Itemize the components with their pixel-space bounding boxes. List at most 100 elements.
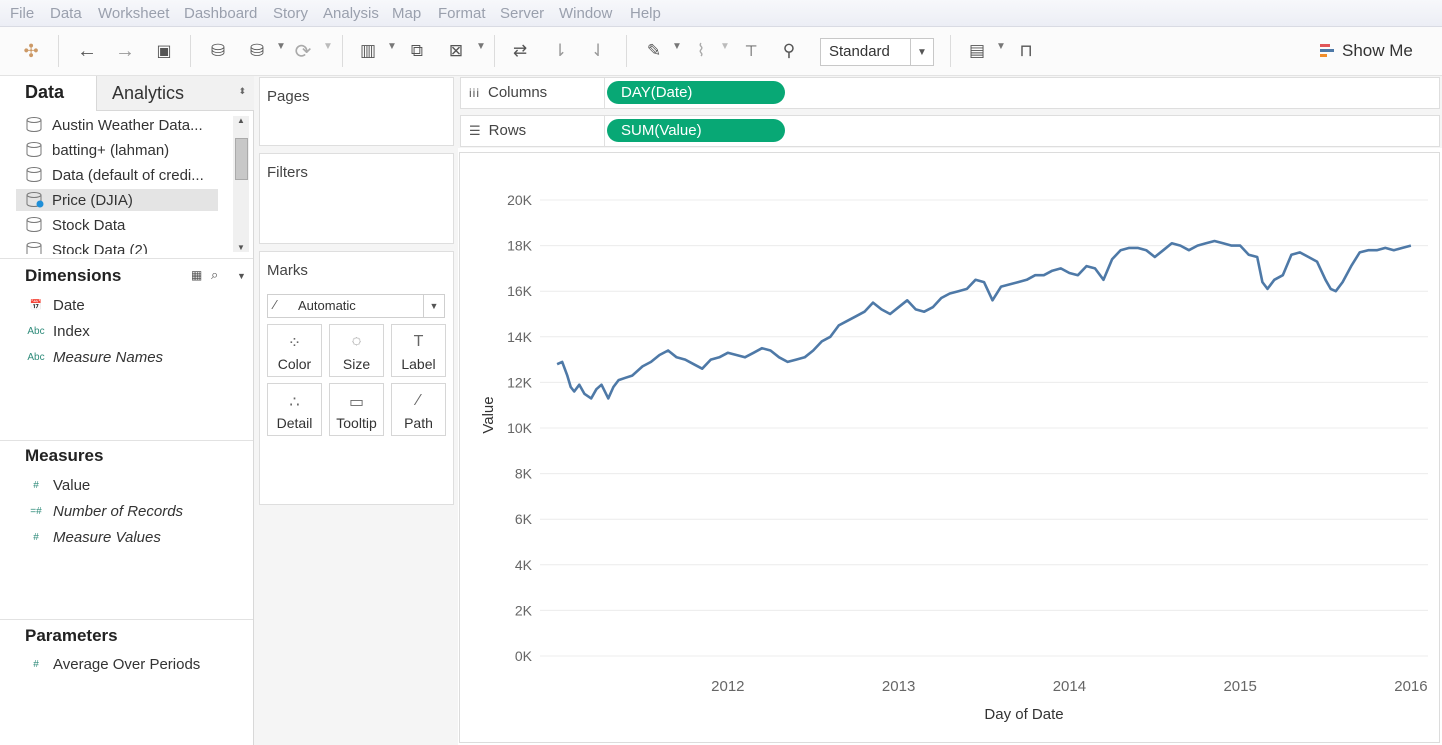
search-icon[interactable]: ⌕ <box>211 267 219 282</box>
menu-item-7[interactable]: Format <box>438 5 486 22</box>
datasource-scrollbar[interactable]: ▲ ▼ <box>233 116 249 252</box>
chevron-down-icon[interactable]: ▼ <box>423 295 444 317</box>
datasource-item[interactable]: Austin Weather Data... <box>26 114 216 136</box>
tab-analytics-label: Analytics <box>112 83 185 103</box>
pause-updates-icon[interactable]: ⛁ <box>249 41 265 60</box>
mark-type-select[interactable]: ⁄ Automatic ▼ <box>267 294 445 318</box>
rows-pill[interactable]: SUM(Value) <box>607 119 785 142</box>
field-label: Value <box>53 476 91 494</box>
chevron-down-icon[interactable]: ▼ <box>672 41 682 52</box>
series-line[interactable] <box>556 239 1412 400</box>
x-tick-label: 2016 <box>1394 678 1427 695</box>
chevron-down-icon[interactable]: ▼ <box>276 41 286 52</box>
datasource-item[interactable]: Stock Data <box>26 214 216 236</box>
chevron-down-icon[interactable]: ▼ <box>910 39 933 65</box>
line-chart[interactable]: 0K 2K 4K 6K 8K 10K 12K 14K 16K 18K 20K 2012 2013 2014… <box>460 153 1439 742</box>
view-size-select[interactable]: Standard ▼ <box>820 38 934 66</box>
presentation-icon[interactable]: ⊓ <box>1019 41 1033 60</box>
field-item[interactable]: 📅 Date <box>26 294 85 316</box>
mark-type-value: Automatic <box>298 298 356 313</box>
mark-detail-button[interactable]: ∴ Detail <box>267 383 322 436</box>
chevron-down-icon[interactable]: ▼ <box>996 41 1006 52</box>
field-item[interactable]: # Average Over Periods <box>26 653 200 675</box>
sort-ascending-icon[interactable]: ⇂ <box>552 41 568 60</box>
chart-type-icon[interactable]: ▤ <box>968 41 986 60</box>
scrollbar-thumb[interactable] <box>235 138 248 180</box>
menu-item-8[interactable]: Server <box>500 5 545 22</box>
duplicate-icon[interactable]: ⧉ <box>410 41 424 60</box>
field-item[interactable]: Abc Measure Names <box>26 346 163 368</box>
mark-label-button[interactable]: T Label <box>391 324 446 377</box>
mark-button-label: Size <box>342 356 371 372</box>
datasource-item[interactable]: Price (DJIA) <box>16 189 218 211</box>
chevron-down-icon[interactable]: ▼ <box>387 41 397 52</box>
datasource-item[interactable]: Stock Data (2) <box>26 239 216 254</box>
menu-item-5[interactable]: Analysis <box>323 5 379 22</box>
chevron-down-icon[interactable]: ▼ <box>323 41 333 52</box>
mark-size-button[interactable]: ◌ Size <box>329 324 384 377</box>
scroll-up-icon[interactable]: ▲ <box>237 116 245 125</box>
clear-sheet-icon[interactable]: ⊠ <box>448 41 464 60</box>
menu-item-6[interactable]: Map <box>392 5 422 22</box>
datasource-label: Price (DJIA) <box>52 191 133 209</box>
menu-item-1[interactable]: Data <box>50 5 82 22</box>
chevron-updown-icon[interactable]: ⬍ <box>238 86 246 96</box>
datasource-item[interactable]: Data (default of credi... <box>26 164 216 186</box>
refresh-icon[interactable]: ⟳ <box>294 40 312 63</box>
save-icon[interactable]: ▣ <box>156 43 172 60</box>
datasource-label: Austin Weather Data... <box>52 116 203 134</box>
field-label: Average Over Periods <box>53 655 201 673</box>
pin-icon[interactable]: ⚲ <box>782 41 796 60</box>
mark-button-label: Tooltip <box>336 415 377 431</box>
menu-item-0[interactable]: File <box>10 5 35 22</box>
menu-item-9[interactable]: Window <box>559 5 613 22</box>
new-worksheet-icon[interactable]: ▥ <box>359 41 377 60</box>
y-tick-label: 18K <box>507 238 533 254</box>
menu-item-10[interactable]: Help <box>630 5 661 22</box>
rows-shelf[interactable]: ☰ Rows SUM(Value) <box>460 115 1440 147</box>
redo-icon[interactable]: → <box>115 39 135 62</box>
mark-color-button[interactable]: ⁘ Color <box>267 324 322 377</box>
menu-item-4[interactable]: Story <box>273 5 309 22</box>
chevron-down-icon[interactable]: ▼ <box>476 41 486 52</box>
menu-item-3[interactable]: Dashboard <box>184 5 258 22</box>
list-view-icon[interactable]: ▦ <box>191 268 203 282</box>
shelves: iii Columns DAY(Date) ☰ Rows SUM(Value) <box>458 76 1442 148</box>
columns-pill[interactable]: DAY(Date) <box>607 81 785 104</box>
swap-icon[interactable]: ⇄ <box>512 41 528 60</box>
field-item[interactable]: Abc Index <box>26 320 89 342</box>
new-datasource-icon[interactable]: ⛁ <box>210 41 226 60</box>
scroll-down-icon[interactable]: ▼ <box>237 243 245 252</box>
tab-analytics[interactable]: Analytics ⬍ <box>96 76 254 111</box>
x-tick-label: 2015 <box>1223 678 1256 695</box>
dimensions-title: Dimensions <box>25 266 122 285</box>
columns-shelf[interactable]: iii Columns DAY(Date) <box>460 77 1440 109</box>
field-item[interactable]: # Measure Values <box>26 526 161 548</box>
chevron-down-icon[interactable]: ▼ <box>720 41 730 52</box>
mark-path-button[interactable]: ⁄ Path <box>391 383 446 436</box>
tableau-logo-icon[interactable]: ✣ <box>23 40 39 61</box>
show-me-button[interactable]: Show Me <box>1320 39 1413 63</box>
toolbar-separator <box>950 35 951 67</box>
field-type-icon: # <box>33 479 39 491</box>
y-tick-label: 10K <box>507 420 533 436</box>
highlight-icon[interactable]: ✎ <box>646 41 662 60</box>
labels-icon[interactable]: ⊤ <box>744 43 758 60</box>
sort-descending-icon[interactable]: ⇃ <box>590 41 606 60</box>
group-icon[interactable]: ⌇ <box>696 41 706 60</box>
field-label: Number of Records <box>53 502 184 520</box>
shelf-divider <box>604 116 605 146</box>
field-item[interactable]: # Value <box>26 474 90 496</box>
datasource-item[interactable]: batting+ (lahman) <box>26 139 216 161</box>
cards-pane: Pages Filters Marks ⁄ Automatic ▼ ⁘ Color… <box>254 76 458 745</box>
chevron-down-icon[interactable]: ▼ <box>237 271 246 281</box>
pages-card[interactable]: Pages <box>259 77 454 146</box>
field-item[interactable]: =# Number of Records <box>26 500 183 522</box>
mark-tooltip-button[interactable]: ▭ Tooltip <box>329 383 384 436</box>
y-tick-label: 14K <box>507 329 533 345</box>
filters-card[interactable]: Filters <box>259 153 454 244</box>
undo-icon[interactable]: ← <box>77 39 97 62</box>
tab-data[interactable]: Data <box>0 76 96 110</box>
menu-item-2[interactable]: Worksheet <box>98 5 170 22</box>
label-icon: T <box>413 333 424 350</box>
